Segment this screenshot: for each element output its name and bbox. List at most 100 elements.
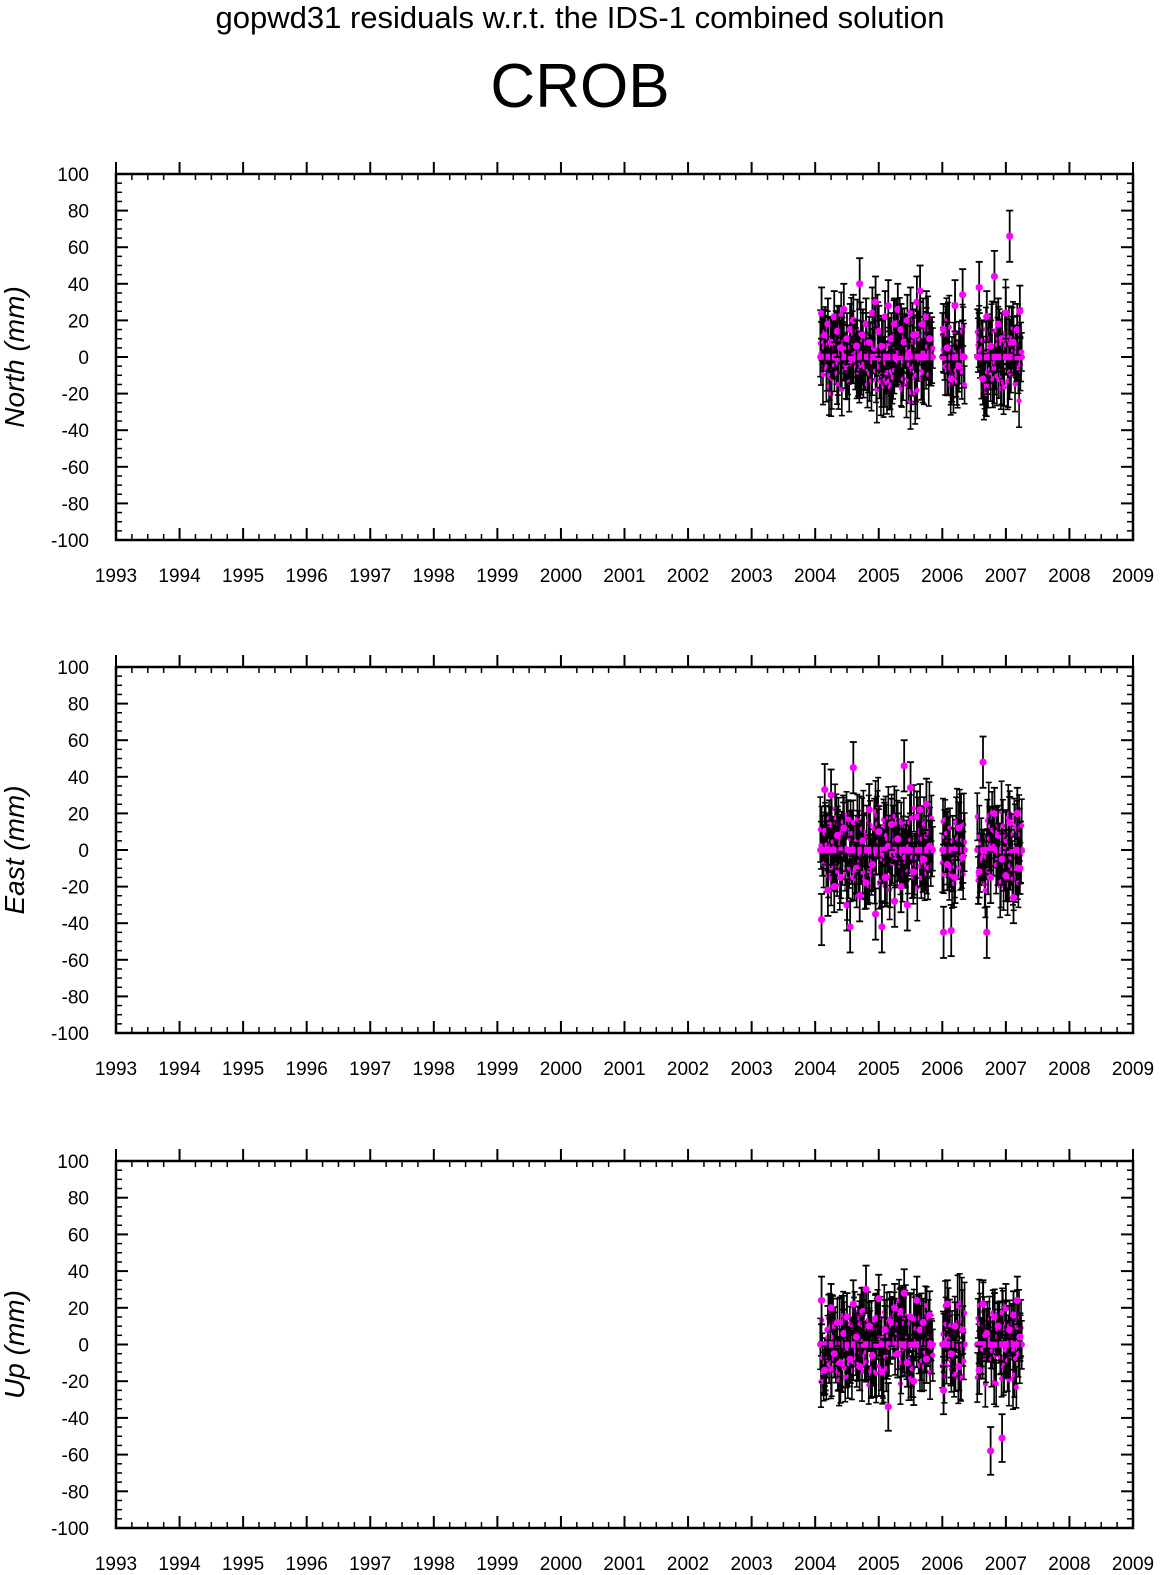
data-point: [947, 926, 955, 935]
y-tick-label: -100: [51, 1024, 89, 1045]
data-point: [830, 313, 838, 321]
data-point: [838, 312, 844, 318]
x-tick-label: 1997: [349, 1059, 391, 1080]
data-point: [983, 928, 991, 936]
data-point: [862, 320, 870, 328]
data-point: [928, 815, 935, 821]
x-tick-label: 2002: [667, 1554, 709, 1575]
data-point: [887, 820, 896, 828]
data-point: [843, 1313, 851, 1321]
data-point: [1013, 809, 1021, 818]
x-tick-label: 2007: [985, 566, 1027, 587]
x-tick-label: 1998: [413, 1059, 455, 1080]
y-tick-label: 80: [68, 695, 89, 716]
data-point: [846, 923, 854, 931]
data-point: [817, 309, 826, 317]
data-point: [867, 822, 873, 828]
data-point: [959, 291, 967, 299]
x-tick-label: 2001: [603, 1554, 645, 1575]
x-tick-label: 2004: [794, 566, 837, 587]
y-tick-label: 0: [78, 348, 89, 369]
y-tick-label: 40: [68, 1262, 89, 1283]
plot-frame: [114, 172, 1135, 542]
data-point: [913, 298, 921, 306]
x-tick-label: 1994: [158, 566, 201, 587]
data-point: [840, 824, 848, 832]
data-point: [1013, 1355, 1019, 1362]
y-tick-label: -40: [62, 1409, 89, 1430]
data-point: [868, 861, 876, 869]
data-point: [914, 387, 920, 393]
y-tick-label: 100: [57, 658, 89, 679]
x-tick-label: 2000: [540, 1059, 582, 1080]
x-tick-label: 1996: [286, 1059, 328, 1080]
y-tick-label: -100: [51, 1519, 89, 1540]
y-tick-label: -60: [62, 951, 89, 972]
data-point: [994, 320, 1002, 328]
x-tick-label: 2009: [1112, 566, 1154, 587]
data-point: [1009, 338, 1018, 346]
x-tick-label: 2008: [1048, 566, 1090, 587]
data-point: [887, 335, 896, 343]
data-point: [865, 338, 873, 346]
data-point: [873, 1370, 879, 1376]
data-point: [894, 305, 902, 314]
data-point: [840, 1329, 848, 1338]
y-tick-label: 20: [68, 311, 89, 332]
y-tick-label: 100: [57, 165, 89, 186]
data-point: [833, 831, 842, 839]
data-point: [830, 883, 838, 891]
data-point: [900, 338, 908, 346]
plot-frame: [114, 1159, 1135, 1530]
panel-1: 100 80 60 40 20 0 -20 -40 -60 -80 -100 1993 1994 1995…: [0, 162, 1154, 587]
y-tick-label: -40: [62, 914, 89, 935]
data-point: [881, 313, 889, 321]
data-point: [919, 855, 927, 863]
x-tick-label: 2009: [1112, 1059, 1154, 1080]
data-point: [951, 302, 959, 310]
data-point: [929, 353, 936, 361]
x-tick-label: 2004: [794, 1059, 837, 1080]
data-point: [998, 855, 1006, 863]
y-tick-label: 60: [68, 731, 89, 752]
data-point: [906, 309, 915, 317]
data-point: [1013, 1384, 1019, 1390]
data-point: [833, 327, 842, 335]
x-tick-label: 2007: [985, 1554, 1027, 1575]
data-point: [922, 313, 931, 321]
data-point: [993, 1380, 999, 1387]
data-point: [1012, 381, 1018, 387]
y-tick-label: -20: [62, 385, 89, 406]
data-point: [903, 316, 911, 324]
data-point: [824, 886, 832, 894]
x-tick-label: 2008: [1048, 1059, 1090, 1080]
x-tick-label: 2006: [921, 1059, 963, 1080]
data-point: [930, 1352, 936, 1358]
x-tick-label: 2002: [667, 1059, 709, 1080]
data-point: [961, 1358, 967, 1364]
x-tick-label: 2006: [921, 566, 963, 587]
chart-suptitle: gopwd31 residuals w.r.t. the IDS-1 combi…: [215, 0, 945, 35]
y-tick-label: 60: [68, 1225, 89, 1246]
data-point: [875, 327, 883, 335]
data-point: [1000, 823, 1006, 829]
x-tick-label: 2002: [667, 566, 709, 587]
station-title: CROB: [490, 52, 670, 121]
data-point: [824, 320, 832, 328]
data-point: [856, 280, 864, 288]
data-point: [872, 347, 878, 353]
data-point: [959, 853, 967, 861]
data-point: [939, 928, 948, 936]
data-point: [1016, 398, 1022, 404]
data-point: [943, 861, 951, 869]
data-point: [900, 762, 908, 770]
x-tick-label: 2003: [730, 1554, 772, 1575]
x-tick-label: 1997: [349, 566, 391, 587]
data-point: [840, 305, 848, 314]
data-point: [939, 325, 948, 334]
data-point: [990, 272, 999, 281]
y-tick-label: 80: [68, 202, 89, 223]
data-point: [947, 375, 955, 383]
data-point: [884, 302, 892, 310]
data-point: [955, 362, 963, 370]
